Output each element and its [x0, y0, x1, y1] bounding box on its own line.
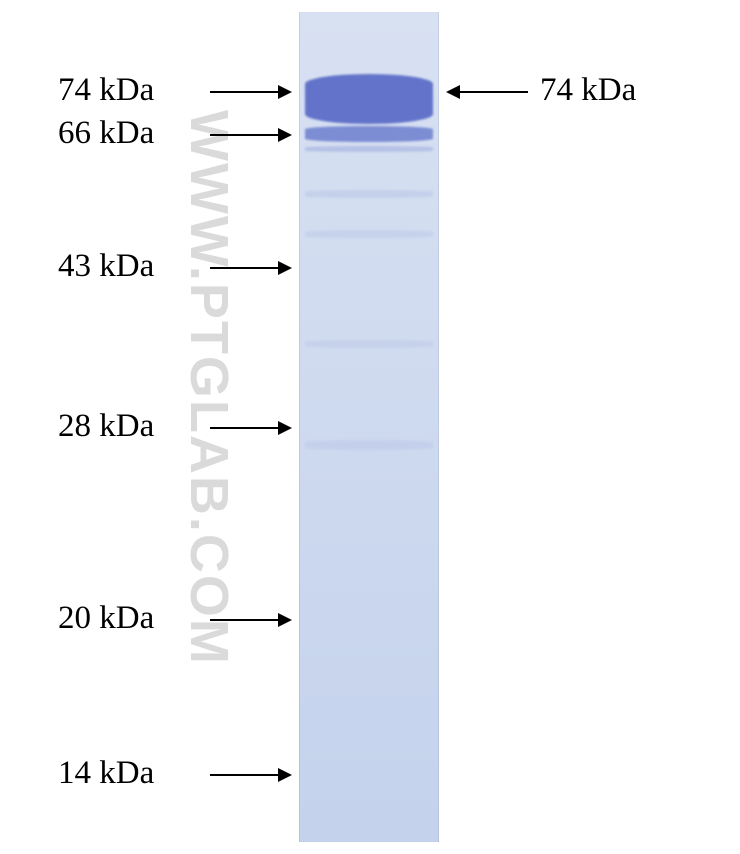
protein-band: [305, 190, 433, 198]
sample-label-74: 74 kDa: [540, 72, 636, 109]
protein-band: [305, 230, 433, 238]
marker-arrow-14: [210, 774, 290, 776]
marker-label-43: 43 kDa: [58, 248, 154, 285]
marker-arrow-20: [210, 619, 290, 621]
marker-arrow-74: [210, 91, 290, 93]
marker-label-66: 66 kDa: [58, 115, 154, 152]
protein-band: [305, 440, 433, 450]
marker-arrow-28: [210, 427, 290, 429]
protein-band: [305, 340, 433, 348]
protein-band: [305, 146, 433, 152]
protein-band: [305, 126, 433, 142]
marker-arrow-43: [210, 267, 290, 269]
marker-arrow-66: [210, 134, 290, 136]
marker-label-14: 14 kDa: [58, 755, 154, 792]
marker-label-20: 20 kDa: [58, 600, 154, 637]
protein-band: [305, 74, 433, 124]
watermark-text: WWW.PTGLAB.COM: [178, 110, 240, 666]
marker-label-28: 28 kDa: [58, 408, 154, 445]
gel-figure: WWW.PTGLAB.COM 74 kDa 66 kDa 43 kDa 28 k…: [0, 0, 740, 854]
marker-label-74: 74 kDa: [58, 72, 154, 109]
sample-arrow-74: [448, 91, 528, 93]
